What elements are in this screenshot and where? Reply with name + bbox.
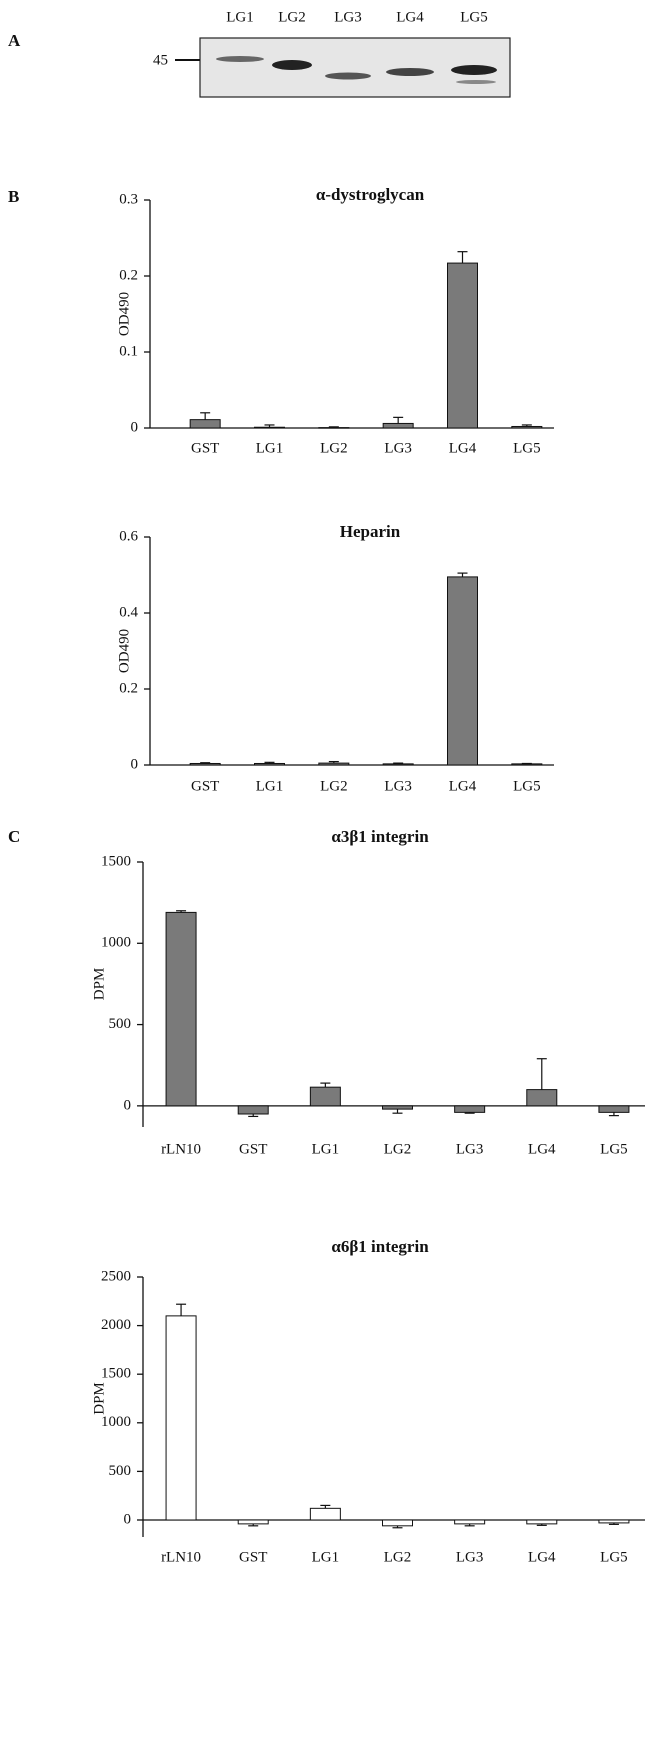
bar	[383, 764, 413, 765]
chart-title: α6β1 integrin	[331, 1237, 429, 1256]
y-axis-label: OD490	[116, 629, 132, 673]
bar	[238, 1520, 268, 1524]
x-tick-label: rLN10	[161, 1549, 201, 1565]
panel-label: C	[8, 827, 20, 846]
x-tick-label: LG4	[528, 1549, 556, 1565]
x-tick-label: LG3	[456, 1141, 484, 1157]
x-tick-label: LG5	[513, 778, 541, 794]
x-tick-label: LG5	[513, 440, 541, 456]
bar	[238, 1106, 268, 1114]
panel-label: B	[8, 187, 19, 206]
bar	[166, 912, 196, 1105]
marker-label: 45	[153, 52, 168, 68]
lane-label: LG4	[396, 9, 424, 25]
bar	[255, 763, 285, 765]
bar	[190, 763, 220, 765]
bar	[383, 423, 413, 428]
bar	[319, 428, 349, 429]
x-tick-label: LG3	[384, 778, 412, 794]
x-tick-label: LG1	[312, 1141, 340, 1157]
y-axis-label: OD490	[116, 292, 132, 336]
x-tick-label: LG1	[256, 440, 284, 456]
figure: A B C 45 LG1 LG2 LG3 LG4 LG5 α-dystroglycan OD…	[0, 0, 651, 1764]
bar	[319, 763, 349, 765]
bar	[310, 1508, 340, 1520]
bar	[599, 1520, 629, 1523]
y-tick-label: 0.2	[119, 680, 138, 696]
y-tick-label: 1500	[101, 853, 131, 869]
bar	[455, 1106, 485, 1113]
x-tick-label: GST	[191, 778, 219, 794]
bar	[527, 1090, 557, 1106]
panel-label: A	[8, 31, 21, 50]
x-tick-label: LG3	[456, 1549, 484, 1565]
bar	[190, 420, 220, 428]
y-tick-label: 2500	[101, 1268, 131, 1284]
lane-label: LG2	[278, 9, 306, 25]
x-tick-label: LG5	[600, 1549, 628, 1565]
bar	[255, 427, 285, 428]
y-tick-label: 0	[131, 756, 139, 772]
lane-label: LG3	[334, 9, 362, 25]
y-tick-label: 0	[124, 1097, 132, 1113]
x-tick-label: LG1	[312, 1549, 340, 1565]
y-tick-label: 500	[109, 1463, 132, 1479]
x-tick-label: GST	[239, 1549, 267, 1565]
bar	[455, 1520, 485, 1524]
bar	[599, 1106, 629, 1113]
blot: 45	[153, 38, 510, 97]
chart-title: α-dystroglycan	[316, 185, 425, 204]
y-tick-label: 0.6	[119, 528, 138, 544]
bar	[383, 1520, 413, 1526]
x-tick-label: rLN10	[161, 1141, 201, 1157]
x-tick-label: LG2	[320, 440, 348, 456]
bar	[383, 1106, 413, 1109]
lane-label: LG5	[460, 9, 488, 25]
y-tick-label: 1500	[101, 1366, 131, 1382]
y-tick-label: 0.1	[119, 343, 138, 359]
y-tick-label: 1000	[101, 1414, 131, 1430]
chart-title: α3β1 integrin	[331, 827, 429, 846]
x-tick-label: LG3	[384, 440, 412, 456]
x-tick-label: LG2	[384, 1141, 412, 1157]
y-tick-label: 1000	[101, 935, 131, 951]
chart-title: Heparin	[340, 522, 401, 541]
y-tick-label: 0.2	[119, 267, 138, 283]
x-tick-label: LG5	[600, 1141, 628, 1157]
x-tick-label: GST	[239, 1141, 267, 1157]
x-tick-label: LG4	[449, 440, 477, 456]
x-tick-label: LG2	[320, 778, 348, 794]
x-tick-label: LG4	[449, 778, 477, 794]
bar	[310, 1087, 340, 1106]
bar	[512, 426, 542, 428]
bar	[448, 577, 478, 765]
bar	[166, 1316, 196, 1520]
y-tick-label: 0.3	[119, 191, 138, 207]
x-tick-label: GST	[191, 440, 219, 456]
y-tick-label: 500	[109, 1016, 132, 1032]
bar	[448, 263, 478, 428]
y-tick-label: 0	[124, 1511, 132, 1527]
x-tick-label: LG4	[528, 1141, 556, 1157]
lane-label: LG1	[226, 9, 254, 25]
x-tick-label: LG1	[256, 778, 284, 794]
y-tick-label: 0	[131, 419, 139, 435]
y-axis-label: DPM	[91, 1382, 107, 1415]
y-tick-label: 2000	[101, 1317, 131, 1333]
y-tick-label: 0.4	[119, 604, 138, 620]
x-tick-label: LG2	[384, 1549, 412, 1565]
y-axis-label: DPM	[91, 968, 107, 1001]
bar	[527, 1520, 557, 1524]
